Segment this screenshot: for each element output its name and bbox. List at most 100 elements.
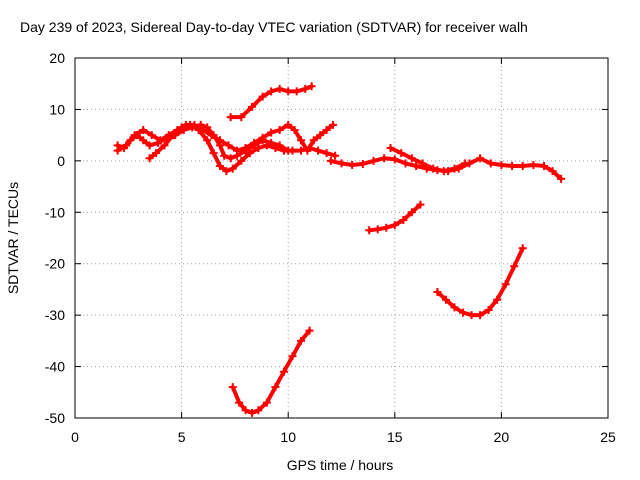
series-trace	[435, 246, 525, 318]
data-point	[288, 352, 297, 361]
data-point	[296, 146, 305, 155]
data-point	[382, 223, 391, 232]
data-point	[399, 216, 408, 224]
data-point	[290, 126, 299, 134]
data-point	[241, 144, 250, 152]
data-point	[247, 408, 256, 417]
data-point	[397, 149, 406, 158]
data-point	[152, 149, 161, 158]
data-series-track	[145, 120, 340, 176]
data-point	[194, 126, 203, 134]
data-point	[245, 149, 254, 158]
data-point	[130, 131, 139, 140]
data-point	[237, 156, 246, 165]
data-series-track	[226, 82, 316, 122]
series-trace	[228, 84, 314, 120]
data-point	[254, 406, 263, 415]
data-point	[461, 159, 470, 168]
data-point	[486, 159, 495, 168]
data-point	[258, 92, 267, 101]
data-point	[226, 113, 235, 122]
data-series-track	[228, 326, 314, 417]
data-point	[476, 311, 485, 320]
data-point	[407, 208, 416, 217]
data-point	[147, 131, 156, 140]
data-point	[412, 162, 421, 170]
x-axis-label: GPS time / hours	[287, 457, 394, 473]
chart-title: Day 239 of 2023, Sidereal Day-to-day VTE…	[20, 19, 528, 35]
data-point	[301, 84, 310, 93]
x-tick-label: 20	[494, 429, 510, 445]
data-point	[314, 146, 323, 155]
data-point	[160, 141, 169, 150]
data-point	[250, 138, 259, 147]
x-tick-label: 5	[178, 429, 186, 445]
data-point	[386, 144, 395, 152]
series-trace	[115, 122, 335, 153]
data-point	[348, 160, 357, 169]
data-point	[169, 131, 178, 140]
data-point	[305, 326, 314, 335]
data-point	[296, 336, 305, 345]
data-point	[337, 159, 346, 168]
data-point	[529, 160, 538, 169]
data-point	[518, 244, 527, 253]
data-point	[326, 156, 335, 165]
data-point	[296, 136, 305, 145]
data-point	[279, 367, 288, 376]
data-series-track	[433, 244, 527, 320]
data-point	[433, 288, 442, 296]
data-point	[316, 131, 325, 140]
data-point	[186, 120, 195, 129]
data-point	[262, 398, 271, 407]
data-point	[145, 154, 154, 163]
data-point	[493, 295, 502, 304]
data-point	[309, 136, 318, 145]
x-tick-label: 25	[600, 429, 616, 445]
y-tick-label: 10	[49, 101, 65, 117]
data-point	[122, 141, 131, 150]
data-point	[203, 123, 212, 132]
data-series	[113, 82, 566, 417]
data-point	[328, 120, 337, 129]
data-point	[237, 113, 246, 122]
data-point	[215, 136, 224, 145]
data-point	[380, 154, 389, 163]
data-point	[267, 128, 276, 137]
data-point	[497, 160, 506, 169]
data-point	[450, 164, 459, 173]
data-point	[369, 156, 378, 165]
data-point	[215, 162, 224, 170]
data-point	[220, 151, 229, 160]
data-point	[390, 155, 399, 164]
data-point	[450, 303, 459, 312]
data-point	[476, 154, 485, 163]
data-point	[429, 164, 438, 173]
data-series-track	[386, 144, 470, 176]
data-series-track	[365, 200, 425, 235]
data-point	[284, 120, 293, 129]
x-tick-label: 15	[387, 429, 403, 445]
y-tick-label: -10	[45, 204, 65, 220]
axis-ticks: 0 5 10 15 20 25 -50 -40 -30 -20 -10 0 10 20	[45, 50, 616, 445]
data-point	[322, 126, 331, 134]
data-point	[275, 84, 284, 93]
data-point	[358, 159, 367, 168]
data-point	[247, 102, 256, 111]
y-tick-label: 0	[57, 153, 65, 169]
data-point	[262, 141, 271, 150]
data-point	[508, 162, 517, 170]
x-tick-label: 10	[280, 429, 296, 445]
y-tick-label: -50	[45, 410, 65, 426]
data-point	[518, 162, 527, 170]
data-point	[226, 154, 235, 163]
data-point	[288, 146, 297, 155]
data-point	[365, 226, 374, 235]
data-point	[207, 131, 216, 140]
data-point	[156, 136, 165, 145]
data-point	[139, 126, 148, 134]
data-point	[224, 141, 233, 150]
data-point	[177, 123, 186, 132]
y-tick-label: -40	[45, 359, 65, 375]
